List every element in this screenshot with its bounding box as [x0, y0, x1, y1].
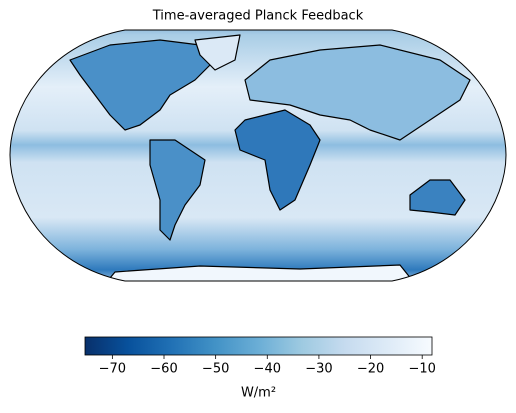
colorbar-tick-label: −20	[357, 362, 384, 377]
south-america	[149, 139, 206, 241]
map-title: Time-averaged Planck Feedback	[152, 9, 364, 24]
map-border	[9, 29, 507, 282]
greenland	[194, 34, 241, 71]
colorbar-tick-label: −50	[202, 362, 229, 377]
eurasia	[244, 44, 471, 141]
colorbar-tick-label: −10	[408, 362, 435, 377]
colorbar-label: W/m²	[241, 386, 276, 401]
map	[10, 30, 506, 281]
colorbar-tick-label: −70	[99, 362, 126, 377]
colorbar-tick-label: −30	[305, 362, 332, 377]
colorbar: −70 −60 −50 −40 −30 −20 −10 W/m²	[84, 336, 436, 401]
antarctica	[99, 264, 421, 281]
colorbar-tick-label: −40	[254, 362, 281, 377]
north-america	[69, 39, 216, 131]
africa	[234, 109, 321, 211]
colorbar-tick-label: −60	[150, 362, 177, 377]
colorbar-scale	[84, 336, 433, 356]
australia	[409, 179, 466, 216]
